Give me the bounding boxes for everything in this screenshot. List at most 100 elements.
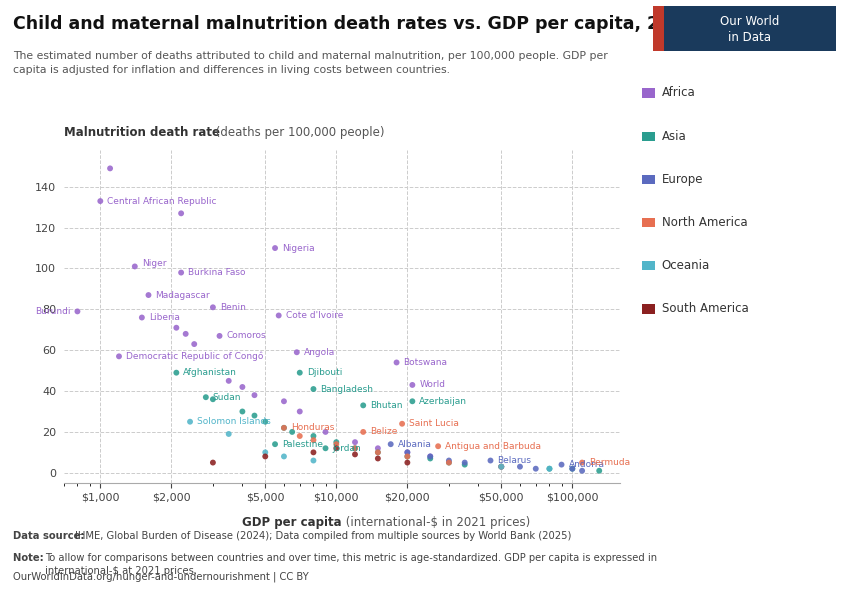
Point (395, 419, 409, 428)
Point (206, 302, 219, 312)
Point (206, 458, 219, 467)
Point (269, 439, 282, 449)
Point (592, 466, 606, 476)
Text: Niger: Niger (142, 259, 167, 268)
Text: Honduras: Honduras (291, 424, 334, 433)
Text: Solomon Islands: Solomon Islands (197, 417, 271, 426)
Text: Central African Republic: Central African Republic (107, 197, 217, 206)
Text: (deaths per 100,000 people): (deaths per 100,000 people) (212, 126, 385, 139)
Text: IHME, Global Burden of Disease (2024); Data compiled from multiple sources by Wo: IHME, Global Burden of Disease (2024); D… (75, 531, 571, 541)
Point (575, 458, 589, 467)
Point (319, 427, 332, 437)
Point (423, 452, 437, 461)
Point (104, 164, 117, 173)
Point (495, 462, 508, 472)
Point (442, 456, 456, 466)
Point (277, 423, 291, 433)
Text: Nigeria: Nigeria (282, 244, 314, 253)
Point (71, 307, 84, 316)
Text: Antigua and Barbuda: Antigua and Barbuda (445, 442, 541, 451)
Point (290, 347, 303, 357)
Text: Child and maternal malnutrition death rates vs. GDP per capita, 2021: Child and maternal malnutrition death ra… (13, 15, 695, 33)
Point (400, 448, 414, 457)
Point (371, 448, 385, 457)
Text: Sudan: Sudan (212, 392, 241, 401)
Text: Asia: Asia (662, 130, 687, 143)
Point (356, 401, 370, 410)
Text: Burkina Faso: Burkina Faso (188, 268, 246, 277)
Point (565, 464, 579, 473)
Text: Botswana: Botswana (404, 358, 447, 367)
Text: in Data: in Data (728, 31, 771, 44)
Point (286, 427, 299, 437)
Text: Belarus: Belarus (497, 456, 531, 465)
Text: Burundi: Burundi (35, 307, 71, 316)
Point (174, 268, 188, 277)
Point (330, 437, 343, 447)
Point (222, 429, 235, 439)
Text: Belize: Belize (370, 427, 398, 436)
Text: Albania: Albania (398, 440, 432, 449)
Text: South America: South America (662, 302, 749, 316)
Text: Angola: Angola (303, 348, 335, 357)
Point (112, 352, 126, 361)
Point (307, 456, 320, 466)
Point (258, 417, 272, 427)
Text: Malnutrition death rate: Malnutrition death rate (64, 126, 220, 139)
Point (293, 368, 307, 377)
Point (212, 331, 226, 341)
Text: Europe: Europe (662, 173, 703, 186)
Point (458, 458, 472, 467)
Point (565, 464, 579, 473)
Text: Data source:: Data source: (13, 531, 88, 541)
Point (400, 448, 414, 457)
Text: Liberia: Liberia (149, 313, 179, 322)
Point (307, 384, 320, 394)
Text: Bhutan: Bhutan (370, 401, 403, 410)
Point (128, 262, 142, 271)
Point (277, 423, 291, 433)
Text: Jordan: Jordan (332, 444, 361, 453)
Point (348, 437, 362, 447)
Point (293, 431, 307, 441)
Point (495, 462, 508, 472)
Text: North America: North America (662, 216, 747, 229)
Text: Djibouti: Djibouti (307, 368, 342, 377)
Point (384, 439, 398, 449)
Point (169, 323, 183, 332)
Point (529, 464, 542, 473)
Point (319, 443, 332, 453)
Text: Comoros: Comoros (226, 331, 266, 340)
Text: Palestine: Palestine (282, 440, 323, 449)
Point (555, 460, 569, 469)
Point (495, 462, 508, 472)
Text: Oceania: Oceania (662, 259, 710, 272)
Point (222, 376, 235, 386)
Point (542, 464, 556, 473)
Point (269, 243, 282, 253)
Point (142, 290, 156, 300)
Point (371, 448, 385, 457)
Point (235, 407, 249, 416)
Point (330, 439, 343, 449)
Text: Afghanistan: Afghanistan (184, 368, 237, 377)
Text: Note:: Note: (13, 553, 47, 563)
Point (400, 458, 414, 467)
Text: The estimated number of deaths attributed to child and maternal malnutrition, pe: The estimated number of deaths attribute… (13, 51, 608, 75)
Point (348, 449, 362, 459)
Point (484, 456, 497, 466)
Text: Our World: Our World (720, 15, 779, 28)
Point (258, 448, 272, 457)
Text: Andorra: Andorra (569, 460, 604, 469)
Point (458, 460, 472, 469)
Point (235, 382, 249, 392)
Point (390, 358, 404, 367)
Text: Democratic Republic of Congô: Democratic Republic of Congô (126, 352, 264, 361)
Point (184, 417, 197, 427)
Point (199, 392, 212, 402)
Point (330, 443, 343, 453)
Point (348, 443, 362, 453)
Text: Cote d'Ivoire: Cote d'Ivoire (286, 311, 343, 320)
Point (307, 431, 320, 441)
Point (277, 452, 291, 461)
